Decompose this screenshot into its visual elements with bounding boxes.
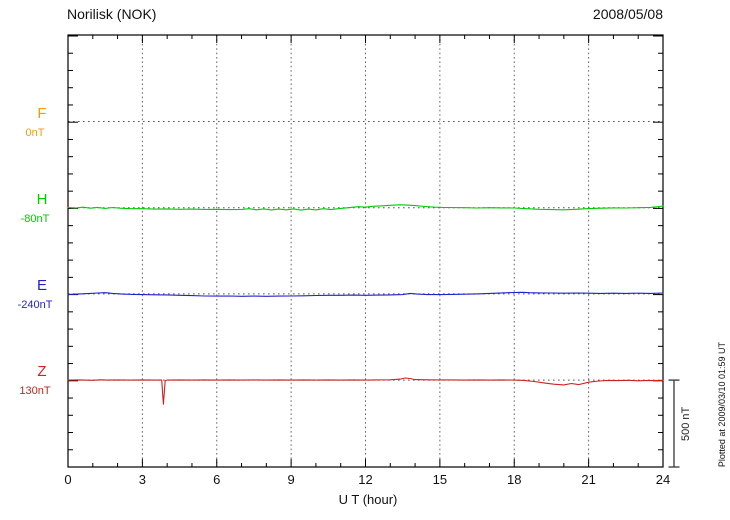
scale-bar-label: 500 nT [680, 406, 692, 441]
x-tick-label: 9 [287, 472, 295, 487]
x-tick-label: 12 [358, 472, 373, 487]
trace-label-z: Z [37, 363, 47, 381]
date-label: 2008/05/08 [592, 6, 663, 22]
page-title: Norilisk (NOK) [67, 6, 157, 22]
x-tick-label: 18 [507, 472, 522, 487]
trace-baseline-e: -240nT [17, 298, 53, 311]
x-tick-label: 0 [64, 472, 72, 487]
trace-baseline-h: -80nT [20, 212, 50, 225]
trace-E [67, 291, 664, 297]
trace-label-f: F [37, 104, 47, 122]
x-axis-title: U T (hour) [338, 492, 398, 507]
x-tick-label: 6 [213, 472, 221, 487]
trace-baseline-f: 0nT [25, 126, 45, 139]
x-tick-label: 3 [138, 472, 146, 487]
trace-baseline-z: 130nT [19, 385, 51, 398]
plot-timestamp-note: Plotted at 2009/03/10 01:59 UT [717, 341, 727, 467]
x-tick-label: 24 [655, 472, 671, 487]
x-tick-label: 15 [432, 472, 448, 487]
x-tick-label: 21 [581, 472, 596, 487]
trace-Z [67, 377, 664, 405]
trace-H [67, 204, 664, 211]
trace-label-h: H [36, 190, 48, 208]
trace-label-e: E [36, 276, 47, 294]
